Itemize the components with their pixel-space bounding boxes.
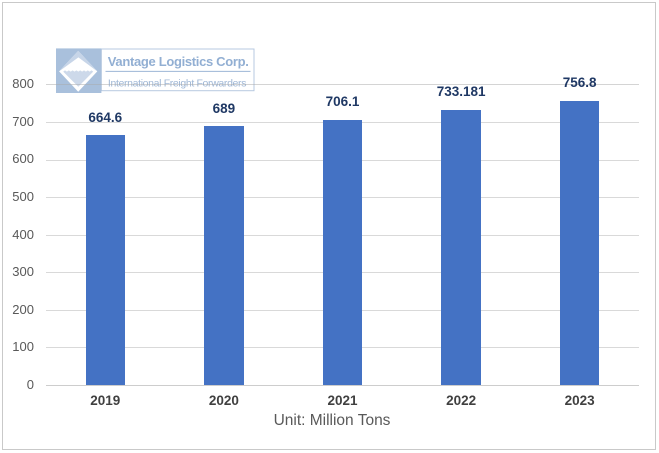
svg-text:International Freight Forwarde: International Freight Forwarders (108, 77, 246, 89)
svg-text:Vantage Logistics Corp.: Vantage Logistics Corp. (108, 54, 249, 69)
